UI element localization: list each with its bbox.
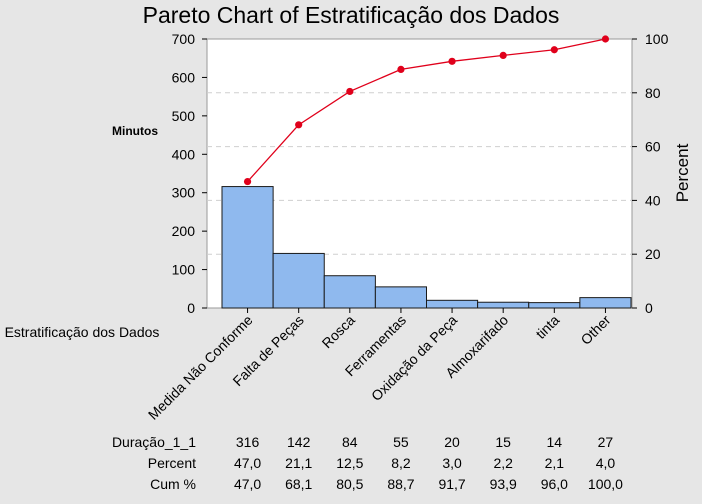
cum-point-3 — [346, 87, 354, 96]
table-cell: 47,0 — [234, 455, 261, 471]
table-row-label: Cum % — [150, 476, 196, 492]
chart-title: Pareto Chart of Estratificação dos Dados — [143, 2, 560, 28]
x-tick-label: tinta — [532, 312, 562, 342]
cum-point-2 — [295, 121, 303, 129]
table-row-label: Percent — [148, 455, 196, 471]
table-cell: 142 — [287, 434, 311, 450]
table-cell: 3,0 — [442, 455, 462, 471]
table-row-label: Duração_1_1 — [112, 434, 196, 450]
table-cell: 27 — [598, 434, 614, 450]
table-cell: 21,1 — [285, 455, 312, 471]
cum-point-7 — [550, 46, 558, 54]
table-cell: 12,5 — [336, 455, 363, 471]
y-tick-label: 200 — [172, 223, 196, 239]
table-cell: 88,7 — [387, 476, 414, 492]
bar-3 — [323, 275, 376, 309]
cum-point-6 — [499, 51, 507, 60]
y-tick-label: 500 — [172, 108, 196, 124]
table-cell: 14 — [547, 434, 563, 450]
y2-tick-label: 40 — [645, 192, 661, 208]
table-cell: 68,1 — [285, 476, 312, 492]
x-tick-label: Oxidação da Peça — [368, 312, 460, 404]
bar-1 — [221, 186, 274, 309]
y2-tick-label: 80 — [645, 85, 661, 101]
table-cell: 96,0 — [541, 476, 568, 492]
y-tick-label: 300 — [172, 185, 196, 201]
table-cell: 100,0 — [588, 476, 623, 492]
table-cell: 55 — [393, 434, 409, 450]
y-tick-label: 700 — [172, 31, 196, 47]
table-cell: 80,5 — [336, 476, 363, 492]
table-cell: 91,7 — [438, 476, 465, 492]
bar-4 — [374, 286, 427, 309]
table-cell: 47,0 — [234, 476, 261, 492]
y2-tick-label: 0 — [645, 300, 653, 316]
bar-6 — [477, 301, 530, 309]
x-tick-label: Other — [577, 312, 613, 348]
y2-tick-label: 20 — [645, 246, 661, 262]
cum-point-8 — [601, 35, 610, 43]
cum-point-1 — [243, 177, 252, 186]
bar-8 — [579, 297, 632, 309]
table-cell: 2,2 — [493, 455, 513, 471]
y2-tick-label: 100 — [645, 31, 669, 47]
table-cell: 20 — [444, 434, 460, 450]
table-cell: 93,9 — [490, 476, 517, 492]
y-tick-label: 100 — [172, 262, 196, 278]
table-cell: 15 — [495, 434, 511, 450]
table-cell: 8,2 — [391, 455, 411, 471]
cum-percent-line — [247, 38, 606, 183]
bar-2 — [272, 252, 325, 309]
y-tick-label: 600 — [172, 69, 196, 85]
x-tick-label: Rosca — [319, 312, 359, 352]
y2-tick-label: 60 — [645, 139, 661, 155]
y-tick-label: 0 — [187, 300, 195, 316]
bar-7 — [528, 302, 581, 309]
table-cell: 84 — [342, 434, 358, 450]
bar-5 — [426, 299, 479, 309]
table-cell: 316 — [236, 434, 260, 450]
table-cell: 4,0 — [596, 455, 616, 471]
y2-axis-label: Percent — [673, 143, 692, 202]
cum-point-4 — [397, 65, 405, 73]
y-tick-label: 400 — [172, 146, 196, 162]
table-cell: 2,1 — [545, 455, 565, 471]
x-axis-label: Estratificação dos Dados — [5, 324, 160, 340]
cum-point-5 — [448, 57, 456, 65]
y-axis-label: Minutos — [112, 124, 158, 138]
